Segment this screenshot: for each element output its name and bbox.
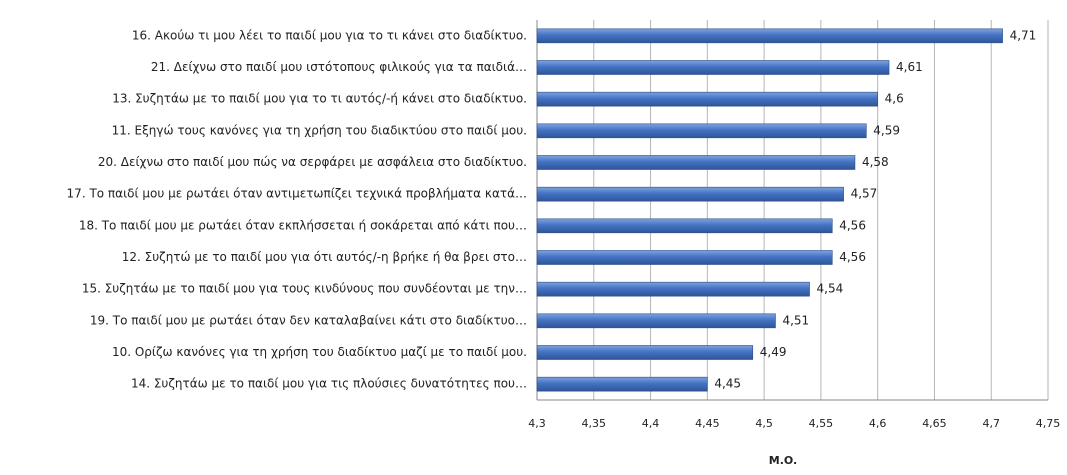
y-tick-label: 21. Δείχνω στο παιδί μου ιστότοπους φιλι…: [151, 60, 527, 74]
value-label: 4,71: [1010, 28, 1037, 42]
y-tick-label: 12. Συζητώ με το παιδί μου για ότι αυτός…: [122, 250, 527, 264]
bar: [536, 250, 833, 265]
value-label: 4,51: [782, 313, 809, 327]
bar: [536, 60, 890, 75]
value-label: 4,58: [862, 155, 889, 169]
x-tick-label: 4,65: [922, 417, 947, 430]
y-tick-label: 20. Δείχνω στο παιδί μου πώς να σερφάρει…: [98, 155, 527, 169]
value-label: 4,61: [896, 60, 923, 74]
value-label: 4,54: [817, 282, 844, 296]
bar: [536, 91, 878, 107]
bar: [536, 313, 776, 329]
bar: [536, 155, 856, 170]
x-tick-label: 4,6: [869, 417, 887, 430]
y-tick-label: 15. Συζητάω με το παιδί μου για τους κιν…: [82, 282, 527, 296]
value-label: 4,59: [873, 123, 900, 137]
y-tick-label: 17. Το παιδί μου με ρωτάει όταν αντιμετω…: [67, 187, 527, 201]
bar: [536, 281, 810, 297]
x-tick-label: 4,55: [809, 417, 834, 430]
value-label: 4,57: [851, 187, 878, 201]
value-label: 4,56: [839, 250, 866, 264]
x-tick-label: 4,35: [582, 417, 607, 430]
y-tick-label: 18. Το παιδί μου με ρωτάει όταν εκπλήσσε…: [79, 218, 527, 232]
bar: [536, 123, 867, 139]
y-tick-label: 14. Συζητάω με το παιδί μου για τις πλού…: [131, 377, 527, 391]
x-tick-label: 4,7: [982, 417, 1000, 430]
bar: [536, 28, 1003, 44]
y-tick-label: 19. Το παιδί μου με ρωτάει όταν δεν κατα…: [90, 313, 527, 327]
x-tick-label: 4,5: [755, 417, 773, 430]
bar: [536, 345, 754, 360]
x-tick-label: 4,75: [1036, 417, 1061, 430]
x-tick-label: 4,3: [528, 417, 546, 430]
bar: [536, 218, 833, 234]
y-tick-label: 13. Συζητάω με το παιδί μου για το τι αυ…: [112, 92, 527, 106]
y-tick-label: 10. Ορίζω κανόνες για τη χρήση του διαδί…: [112, 345, 527, 359]
bar: [536, 376, 708, 392]
x-axis-title: M.O.: [769, 454, 797, 467]
bar: [536, 186, 844, 202]
y-tick-label: 16. Ακούω τι μου λέει το παιδί μου για τ…: [132, 28, 527, 42]
value-label: 4,45: [714, 377, 741, 391]
x-tick-label: 4,45: [695, 417, 720, 430]
value-label: 4,49: [760, 345, 787, 359]
value-label: 4,6: [885, 92, 904, 106]
y-tick-label: 11. Εξηγώ τους κανόνες για τη χρήση του …: [112, 123, 527, 137]
value-label: 4,56: [839, 218, 866, 232]
x-tick-label: 4,4: [642, 417, 660, 430]
